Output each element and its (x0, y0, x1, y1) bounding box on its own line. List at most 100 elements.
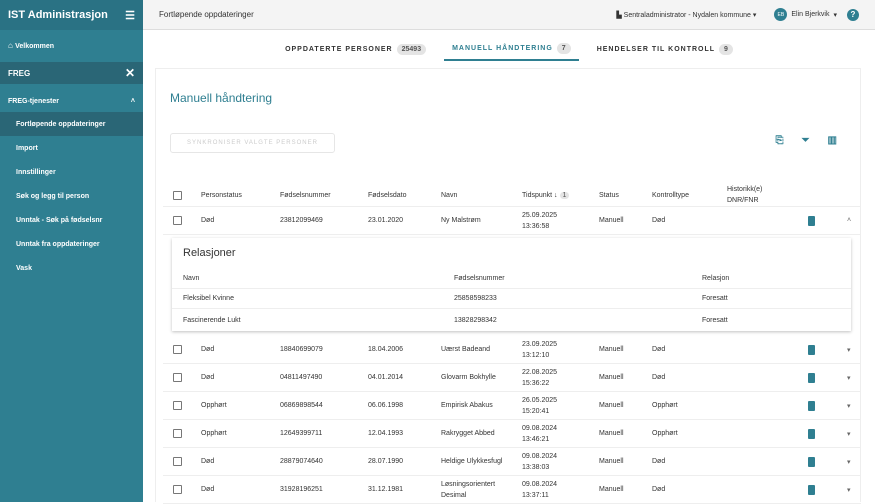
col-fdato[interactable]: Fødselsdato (368, 192, 407, 199)
chevron-down-icon[interactable]: ▾ (847, 458, 851, 466)
columns-icon[interactable]: ▥ (827, 135, 837, 146)
delete-icon[interactable] (808, 344, 815, 355)
avatar: EB (774, 8, 788, 21)
delete-icon[interactable] (808, 484, 815, 495)
export-excel-icon[interactable]: ⎘ (775, 135, 784, 146)
cell-tidspunkt: 25.09.2025 13:36:58 (522, 211, 558, 230)
col-navn[interactable]: Navn (441, 192, 458, 199)
chevron-up-icon[interactable]: ˄ (847, 217, 852, 224)
menu-collapse-icon[interactable]: ☰ (125, 9, 135, 22)
chevron-down-icon[interactable]: ▾ (847, 374, 851, 382)
sidebar-item-label: Søk og legg til person (16, 192, 90, 200)
role-selector[interactable]: ▙ Sentraladministrator - Nydalen kommune… (616, 11, 757, 19)
chevron-down-icon[interactable]: ▾ (847, 430, 851, 438)
sidebar-item[interactable]: Vask (0, 256, 143, 280)
relation-row: Fleksibel Kvinne 25858598233 Foresatt (172, 289, 851, 309)
cell-tidspunkt: 09.08.2024 13:37:11 (522, 480, 558, 499)
sidebar-item[interactable]: Unntak - Søk på fødselsnr (0, 208, 143, 232)
table-row[interactable]: Opphørt 06869898544 06.06.1998 Empirisk … (163, 392, 861, 420)
tab-label: MANUELL HÅNDTERING (452, 45, 553, 52)
tab-label: OPPDATERTE PERSONER (285, 46, 393, 53)
section-title: Manuell håndtering (170, 91, 273, 105)
user-menu[interactable]: EB Elin Bjerkvik ▾ (774, 8, 837, 21)
cell-fnr: 28879074640 (280, 458, 323, 465)
row-checkbox[interactable] (173, 216, 182, 225)
delete-icon[interactable] (808, 400, 815, 411)
cell-kontrolltype: Død (652, 374, 666, 381)
group-label: FREG-tjenester (8, 97, 59, 105)
clear-search-icon[interactable]: ✕ (124, 66, 135, 80)
cell-tidspunkt: 26.05.2025 15:20:41 (522, 396, 558, 415)
table-row[interactable]: Død 31928196251 31.12.1981 Løsningsorien… (163, 476, 861, 504)
cell-personstatus: Død (201, 374, 215, 381)
content-card (155, 68, 861, 502)
cell-kontrolltype: Opphørt (652, 402, 678, 409)
cell-tidspunkt: 22.08.2025 15:36:22 (522, 368, 558, 387)
col-personstatus[interactable]: Personstatus (201, 192, 242, 199)
row-checkbox[interactable] (173, 429, 182, 438)
table-row[interactable]: Død 04811497490 04.01.2014 Glovarm Bokhy… (163, 364, 861, 392)
row-checkbox[interactable] (173, 485, 182, 494)
cell-kontrolltype: Opphørt (652, 430, 678, 437)
delete-icon[interactable] (808, 456, 815, 467)
cell-status: Manuell (599, 430, 624, 437)
sidebar-item-welcome[interactable]: ⌂ Velkommen (0, 34, 143, 56)
cell-fnr: 31928196251 (280, 486, 323, 493)
table-row[interactable]: Død 23812099469 23.01.2020 Ny Malstrøm 2… (163, 207, 861, 235)
col-kontrolltype[interactable]: Kontrolltype (652, 192, 689, 199)
table-row[interactable]: Død 28879074640 28.07.1990 Heldige Ulykk… (163, 448, 861, 476)
cell-navn: Heldige Ulykkesfugl (441, 458, 503, 465)
cell-personstatus: Død (201, 346, 215, 353)
sync-selected-button[interactable]: SYNKRONISER VALGTE PERSONER (170, 133, 335, 153)
chevron-up-icon: ˄ (130, 97, 135, 105)
sidebar-search[interactable]: FREG ✕ (0, 62, 143, 84)
tab[interactable]: HENDELSER TIL KONTROLL 9 (589, 38, 741, 61)
tab[interactable]: OPPDATERTE PERSONER 25493 (277, 38, 434, 61)
col-historikk[interactable]: Historikk(e) DNR/FNR (727, 186, 763, 204)
welcome-label: Velkommen (15, 42, 54, 50)
cell-fdato: 12.04.1993 (368, 430, 404, 437)
col-fnr[interactable]: Fødselsnummer (280, 192, 331, 199)
cell-personstatus: Opphørt (201, 430, 227, 437)
sidebar-group-freg[interactable]: FREG-tjenester ˄ (0, 90, 143, 112)
select-all-checkbox[interactable] (173, 191, 182, 200)
sidebar-search-input[interactable]: FREG (8, 68, 31, 78)
chevron-down-icon[interactable]: ▾ (847, 402, 851, 410)
cell-kontrolltype: Død (652, 458, 666, 465)
cell-tidspunkt: 09.08.2024 13:46:21 (522, 424, 558, 443)
chevron-down-icon[interactable]: ▾ (847, 486, 851, 494)
delete-icon[interactable] (808, 428, 815, 439)
cell-navn: Uærst Badeand (441, 346, 491, 353)
cell-personstatus: Død (201, 217, 215, 224)
table-row[interactable]: Opphørt 12649399711 12.04.1993 Rakrygget… (163, 420, 861, 448)
sidebar-item[interactable]: Unntak fra oppdateringer (0, 232, 143, 256)
delete-icon[interactable] (808, 215, 815, 226)
cell-fnr: 12649399711 (280, 430, 323, 437)
chevron-down-icon[interactable]: ▾ (847, 346, 851, 354)
sidebar-item[interactable]: Fortløpende oppdateringer (0, 112, 143, 136)
table-row[interactable]: Død 18840699079 18.04.2006 Uærst Badeand… (163, 336, 861, 364)
cell-fnr: 18840699079 (280, 346, 323, 353)
sidebar-item[interactable]: Innstillinger (0, 160, 143, 184)
sidebar-item[interactable]: Søk og legg til person (0, 184, 143, 208)
row-checkbox[interactable] (173, 401, 182, 410)
help-icon[interactable]: ? (847, 8, 859, 21)
cell-status: Manuell (599, 458, 624, 465)
tab[interactable]: MANUELL HÅNDTERING 7 (444, 38, 579, 61)
col-status[interactable]: Status (599, 192, 619, 199)
cell-navn: Rakrygget Abbed (441, 430, 495, 437)
cell-status: Manuell (599, 402, 624, 409)
delete-icon[interactable] (808, 372, 815, 383)
tab-label: HENDELSER TIL KONTROLL (596, 46, 716, 53)
sidebar-item[interactable]: Import (0, 136, 143, 160)
tab-count-badge: 9 (719, 44, 733, 55)
sidebar-item-label: Innstillinger (16, 168, 56, 176)
cell-fdato: 31.12.1981 (368, 486, 404, 493)
cell-fdato: 28.07.1990 (368, 458, 404, 465)
relation-row: Fascinerende Lukt 13828298342 Foresatt (183, 316, 728, 324)
col-tidspunkt[interactable]: Tidspunkt ↓ 1 (522, 190, 570, 201)
row-checkbox[interactable] (173, 373, 182, 382)
row-checkbox[interactable] (173, 345, 182, 354)
row-checkbox[interactable] (173, 457, 182, 466)
filter-icon[interactable]: ⏷ (801, 135, 810, 146)
